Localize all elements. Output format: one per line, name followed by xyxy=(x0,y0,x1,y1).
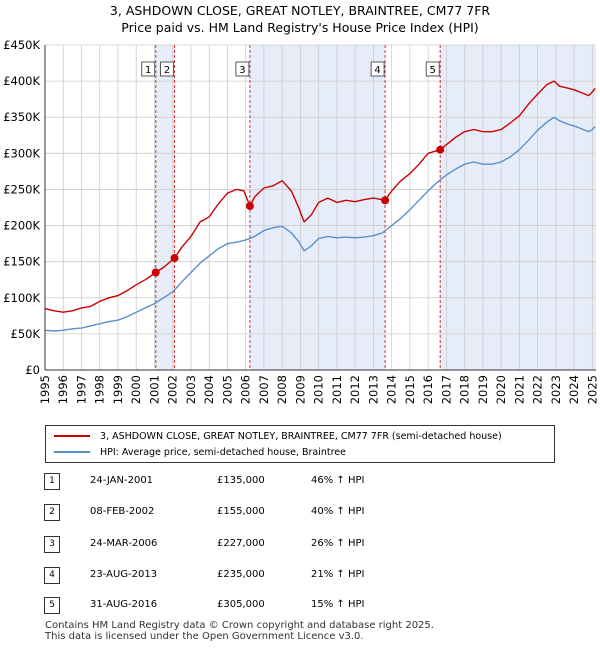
table-row: 2 08-FEB-2002 £155,000 40% ↑ HPI xyxy=(0,503,600,523)
sale-number-badge: 1 xyxy=(44,473,60,490)
table-row: 4 23-AUG-2013 £235,000 21% ↑ HPI xyxy=(0,566,600,586)
x-tick-label: 2024 xyxy=(567,375,581,404)
sale-point xyxy=(245,202,254,211)
sale-number-badge: 5 xyxy=(44,597,60,614)
x-tick-label: 2020 xyxy=(494,375,508,404)
legend-swatch-blue xyxy=(54,451,90,453)
x-tick-label: 2009 xyxy=(293,375,307,404)
x-tick-label: 2011 xyxy=(330,375,344,404)
ownership-shade xyxy=(249,45,386,370)
sale-label-box xyxy=(425,61,440,77)
sale-price: £135,000 xyxy=(217,475,265,486)
sale-number-badge: 2 xyxy=(44,504,60,521)
y-tick-label: £350K xyxy=(3,110,40,124)
footer-attribution: Contains HM Land Registry data © Crown c… xyxy=(45,620,434,642)
table-row: 3 24-MAR-2006 £227,000 26% ↑ HPI xyxy=(0,535,600,555)
sale-number-badge: 3 xyxy=(44,536,60,553)
y-tick-label: £0 xyxy=(25,363,40,377)
sale-hpi-change: 40% ↑ HPI xyxy=(311,506,365,517)
x-tick-label: 2001 xyxy=(147,375,161,404)
x-tick-label: 2005 xyxy=(220,375,234,404)
x-tick-label: 2004 xyxy=(202,375,216,404)
sale-label-number: 1 xyxy=(145,65,151,76)
x-tick-label: 1999 xyxy=(111,375,125,404)
x-tick-label: 1995 xyxy=(38,375,52,404)
chart-legend: 3, ASHDOWN CLOSE, GREAT NOTLEY, BRAINTRE… xyxy=(45,425,555,463)
sale-point xyxy=(170,254,179,263)
sale-label-number: 4 xyxy=(374,65,380,76)
x-tick-label: 2006 xyxy=(239,375,253,404)
x-tick-label: 2012 xyxy=(348,375,362,404)
legend-label-property: 3, ASHDOWN CLOSE, GREAT NOTLEY, BRAINTRE… xyxy=(100,430,502,442)
y-tick-label: £50K xyxy=(11,327,41,341)
y-tick-label: £450K xyxy=(3,38,40,52)
sale-date: 24-MAR-2006 xyxy=(90,538,158,549)
x-tick-label: 2002 xyxy=(166,375,180,404)
y-tick-label: £400K xyxy=(3,74,40,88)
x-tick-label: 1997 xyxy=(74,375,88,404)
x-tick-label: 2010 xyxy=(312,375,326,404)
ownership-shade xyxy=(440,45,596,370)
sale-label-number: 2 xyxy=(164,65,170,76)
footer-copyright: Contains HM Land Registry data © Crown c… xyxy=(45,620,434,631)
x-tick-label: 1998 xyxy=(93,375,107,404)
legend-item-hpi: HPI: Average price, semi-detached house,… xyxy=(54,444,346,460)
y-tick-label: £150K xyxy=(3,255,40,269)
legend-swatch-red xyxy=(54,435,90,437)
y-tick-label: £300K xyxy=(3,146,40,160)
sale-label-box xyxy=(141,61,156,77)
sale-point xyxy=(151,268,160,277)
sale-date: 08-FEB-2002 xyxy=(90,506,155,517)
footer-licence: This data is licensed under the Open Gov… xyxy=(45,631,364,642)
price-chart: 1 2 3 4 5 £0 £50K £100K £150K £200K £250K £300K £35… xyxy=(3,38,599,404)
x-tick-label: 2018 xyxy=(458,375,472,404)
sale-label-box xyxy=(235,61,250,77)
x-tick-label: 2023 xyxy=(549,375,563,404)
x-tick-label: 2022 xyxy=(531,375,545,404)
x-tick-label: 2025 xyxy=(585,375,599,404)
table-row: 5 31-AUG-2016 £305,000 15% ↑ HPI xyxy=(0,596,600,616)
legend-item-property: 3, ASHDOWN CLOSE, GREAT NOTLEY, BRAINTRE… xyxy=(54,428,502,444)
property-price-line xyxy=(44,80,596,313)
sale-label-box xyxy=(370,61,385,77)
y-tick-label: £250K xyxy=(3,182,40,196)
sale-price: £235,000 xyxy=(217,569,265,580)
sale-label-box xyxy=(160,61,174,77)
x-tick-label: 2021 xyxy=(512,375,526,404)
sale-price: £227,000 xyxy=(217,538,265,549)
x-tick-label: 2016 xyxy=(421,375,435,404)
sale-price: £155,000 xyxy=(217,506,265,517)
x-tick-label: 2015 xyxy=(403,375,417,404)
table-row: 1 24-JAN-2001 £135,000 46% ↑ HPI xyxy=(0,472,600,492)
sale-date: 23-AUG-2013 xyxy=(90,569,158,580)
x-tick-label: 2019 xyxy=(476,375,490,404)
sale-date: 24-JAN-2001 xyxy=(90,475,154,486)
chart-title: 3, ASHDOWN CLOSE, GREAT NOTLEY, BRAINTRE… xyxy=(109,3,491,18)
sale-point xyxy=(436,145,445,154)
y-tick-label: £100K xyxy=(3,291,40,305)
sale-hpi-change: 46% ↑ HPI xyxy=(311,475,365,486)
sale-number-badge: 4 xyxy=(44,567,60,584)
chart-subtitle: Price paid vs. HM Land Registry's House … xyxy=(121,20,479,35)
sale-hpi-change: 15% ↑ HPI xyxy=(311,599,365,610)
x-tick-label: 2003 xyxy=(184,375,198,404)
sale-date: 31-AUG-2016 xyxy=(90,599,158,610)
x-tick-label: 2007 xyxy=(257,375,271,404)
x-tick-label: 2000 xyxy=(129,375,143,404)
x-tick-label: 2014 xyxy=(385,375,399,404)
y-tick-label: £200K xyxy=(3,219,40,233)
ownership-shade xyxy=(155,45,175,370)
sale-label-number: 3 xyxy=(239,65,245,76)
hpi-line xyxy=(44,116,596,332)
legend-label-hpi: HPI: Average price, semi-detached house,… xyxy=(100,446,346,458)
sale-hpi-change: 26% ↑ HPI xyxy=(311,538,365,549)
x-tick-label: 2013 xyxy=(366,375,380,404)
sale-label-number: 5 xyxy=(429,65,435,76)
x-tick-label: 1996 xyxy=(56,375,70,404)
sale-point xyxy=(381,196,390,205)
x-tick-label: 2008 xyxy=(275,375,289,404)
x-tick-label: 2017 xyxy=(439,375,453,404)
sale-price: £305,000 xyxy=(217,599,265,610)
sale-hpi-change: 21% ↑ HPI xyxy=(311,569,365,580)
